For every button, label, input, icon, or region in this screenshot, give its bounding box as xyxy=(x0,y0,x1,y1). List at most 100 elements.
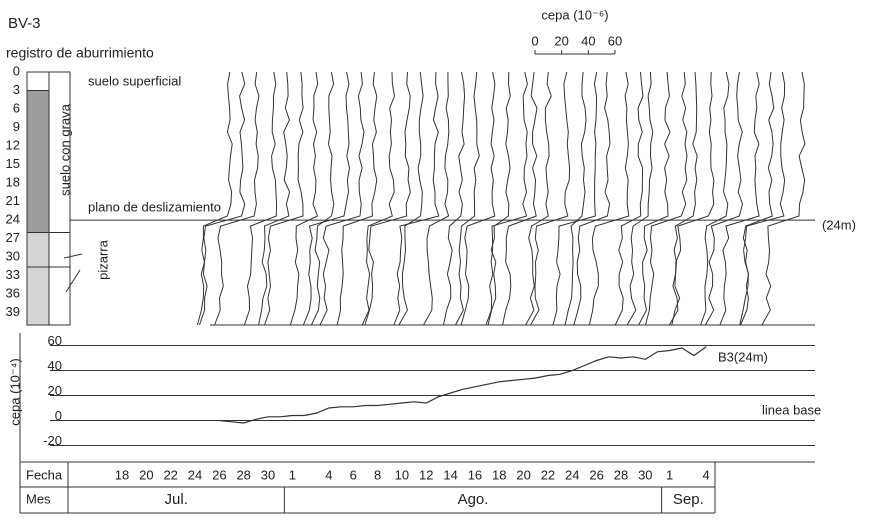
gauge-trace xyxy=(443,71,466,326)
y-tick-label: 24 xyxy=(6,212,20,227)
gauge-trace xyxy=(700,71,730,326)
chart-subtitle: registro de aburrimiento xyxy=(6,45,154,61)
gauge-trace xyxy=(196,71,233,326)
x-tick-label: 20 xyxy=(139,467,153,482)
x-tick-label: 30 xyxy=(261,467,275,482)
month-label: Sep. xyxy=(673,491,704,508)
y-tick-label: 0 xyxy=(55,408,62,423)
x-tick-label: 10 xyxy=(395,467,409,482)
x-tick-label: 60 xyxy=(608,33,622,48)
gauge-trace xyxy=(455,71,480,326)
x-tick-label: 28 xyxy=(236,467,250,482)
gauge-trace xyxy=(638,71,671,326)
gauge-trace xyxy=(364,71,411,326)
gauge-trace xyxy=(668,71,698,326)
layer-label: suelo superficial xyxy=(88,73,181,88)
gauge-trace xyxy=(289,71,319,326)
x-tick-label: 28 xyxy=(614,467,628,482)
gauge-trace xyxy=(671,71,715,326)
layer xyxy=(27,232,49,325)
gauge-trace xyxy=(302,71,351,326)
gauge-trace xyxy=(423,71,450,326)
x-tick-label: 26 xyxy=(589,467,603,482)
layer-label: pizarra xyxy=(95,239,110,280)
y-tick-label: 3 xyxy=(13,82,20,97)
gauge-trace xyxy=(761,71,806,326)
gauge-trace xyxy=(258,71,291,326)
x-tick-label: 1 xyxy=(666,467,673,482)
x-tick-label: 0 xyxy=(531,33,538,48)
gauge-trace xyxy=(502,71,538,326)
x-tick-label: 22 xyxy=(163,467,177,482)
x-tick-label: 4 xyxy=(703,467,710,482)
x-tick-label: 18 xyxy=(492,467,506,482)
gauge-trace xyxy=(487,71,511,326)
y-tick-label: 6 xyxy=(13,100,20,115)
row-title: Mes xyxy=(26,491,51,506)
gauge-trace xyxy=(393,71,440,326)
y-tick-label: 33 xyxy=(6,267,20,282)
gauge-trace xyxy=(361,71,396,326)
gauge-trace xyxy=(525,71,552,326)
gauge-trace xyxy=(319,71,365,326)
x-tick-label: 1 xyxy=(289,467,296,482)
x-tick-label: 14 xyxy=(443,467,457,482)
y-tick-label: 21 xyxy=(6,193,20,208)
y-tick-label: 0 xyxy=(13,63,20,78)
series-line xyxy=(219,346,707,424)
y-tick-label: 12 xyxy=(6,137,20,152)
y-tick-label: 15 xyxy=(6,156,20,171)
y-tick-label: 18 xyxy=(6,175,20,190)
x-tick-label: 18 xyxy=(115,467,129,482)
pointer xyxy=(63,253,83,259)
x-tick-label: 20 xyxy=(516,467,530,482)
y-tick-label: 39 xyxy=(6,304,20,319)
gauge-trace xyxy=(573,71,611,326)
row-title: Fecha xyxy=(26,467,63,482)
gauge-trace xyxy=(704,71,744,326)
gauge-trace xyxy=(719,71,760,326)
gauge-trace xyxy=(485,71,528,326)
gauge-trace xyxy=(588,71,630,326)
layer xyxy=(27,90,49,233)
gauge-trace xyxy=(626,71,654,326)
gauge-trace xyxy=(564,71,587,326)
slip-depth-label: (24m) xyxy=(822,217,856,232)
gauge-trace xyxy=(243,71,278,326)
x-tick-label: 26 xyxy=(212,467,226,482)
x-tick-label: 6 xyxy=(350,467,357,482)
x-axis-title: cepa (10⁻⁶) xyxy=(541,7,608,22)
y-tick-label: 36 xyxy=(6,286,20,301)
gauge-trace xyxy=(199,71,246,326)
y-tick-label: 40 xyxy=(48,358,62,373)
gauge-trace xyxy=(264,71,304,326)
layer-label: suelo con grava xyxy=(57,103,72,196)
y-tick-label: 27 xyxy=(6,230,20,245)
y-axis-title: cepa (10⁻⁴) xyxy=(7,358,22,425)
gauge-trace xyxy=(530,71,571,326)
gauge-trace xyxy=(398,71,424,326)
gauge-trace xyxy=(740,71,786,326)
y-tick-label: 30 xyxy=(6,249,20,264)
legend-label: B3(24m) xyxy=(718,349,768,364)
x-tick-label: 24 xyxy=(188,467,202,482)
y-tick-label: -20 xyxy=(43,433,62,448)
month-label: Jul. xyxy=(165,491,188,508)
y-tick-label: 20 xyxy=(48,383,62,398)
gauge-trace xyxy=(614,71,644,326)
layer xyxy=(27,72,49,91)
gauge-trace xyxy=(214,71,260,326)
x-tick-label: 40 xyxy=(581,33,595,48)
gauge-trace xyxy=(336,71,378,326)
x-tick-label: 16 xyxy=(468,467,482,482)
x-tick-label: 12 xyxy=(419,467,433,482)
y-tick-label: 60 xyxy=(48,333,62,348)
pointer xyxy=(65,269,81,293)
slip-plane-label: plano de deslizamiento xyxy=(88,199,221,214)
x-tick-label: 4 xyxy=(325,467,332,482)
gauge-trace xyxy=(310,71,335,326)
gauge-trace xyxy=(552,71,598,326)
gauge-trace xyxy=(460,71,496,326)
